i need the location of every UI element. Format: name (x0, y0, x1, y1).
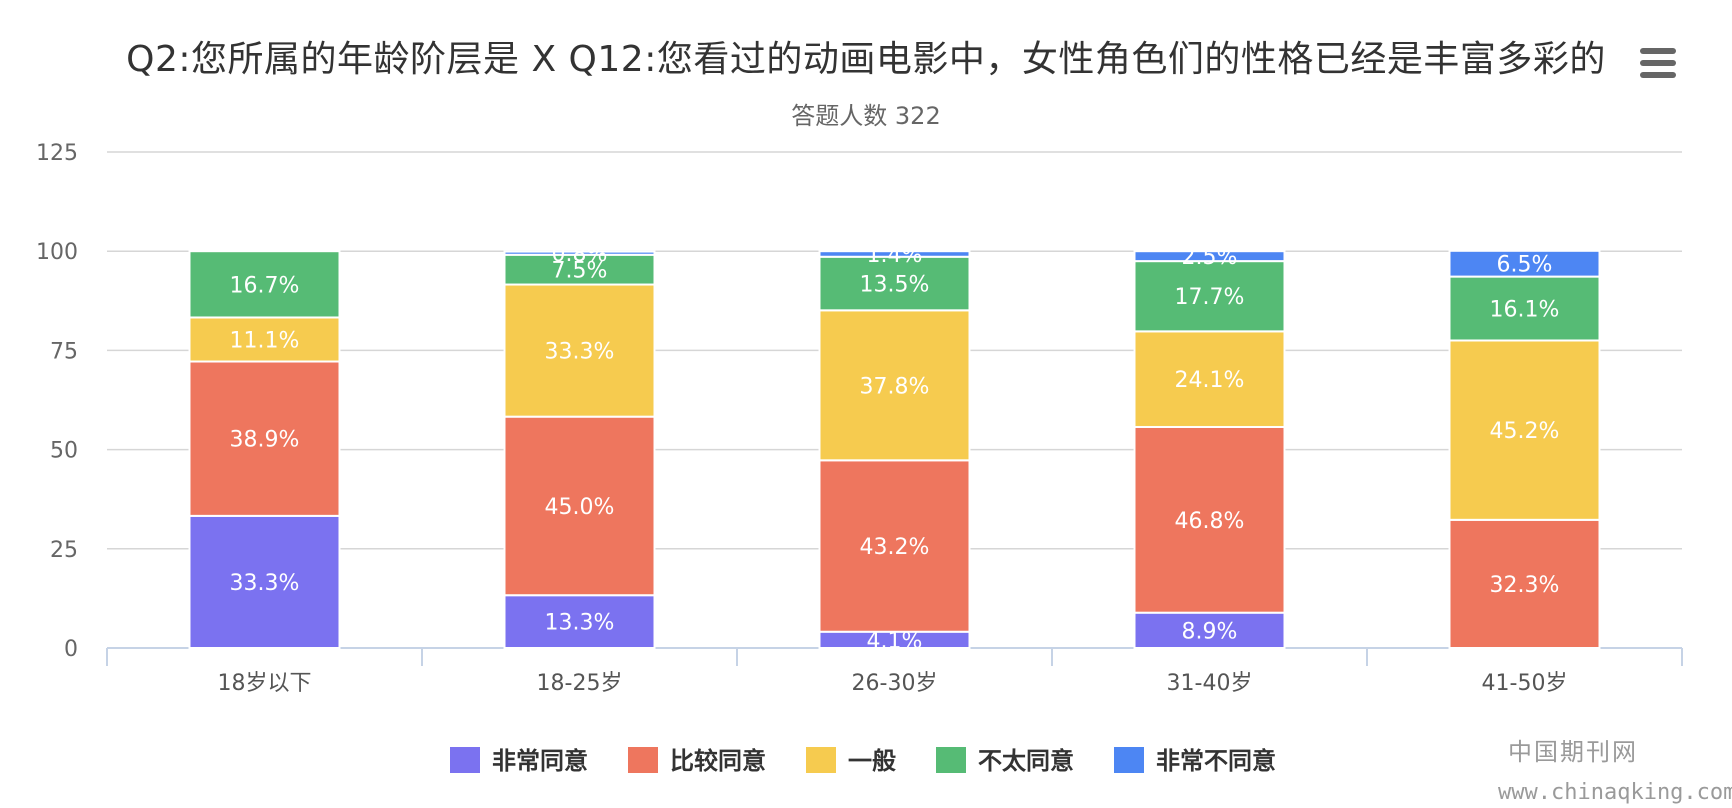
legend-label[interactable]: 不太同意 (978, 747, 1074, 775)
bar-segment[interactable] (188, 250, 341, 319)
data-label: 13.5% (860, 273, 930, 298)
data-label: 45.0% (545, 495, 615, 520)
data-label: 33.3% (230, 571, 300, 596)
bar-segment[interactable] (188, 316, 341, 363)
bar-segment[interactable] (503, 594, 656, 649)
bar-segment[interactable] (503, 253, 656, 286)
y-tick-label: 100 (36, 240, 78, 265)
data-label: 16.7% (230, 273, 300, 298)
legend-label[interactable]: 非常同意 (492, 747, 588, 775)
data-label: 16.1% (1490, 298, 1560, 323)
bar-segment[interactable] (1133, 260, 1286, 333)
data-label: 17.7% (1175, 285, 1245, 310)
bar-segment[interactable] (1448, 275, 1601, 342)
x-tick-label: 31-40岁 (1167, 671, 1253, 696)
data-label: 32.3% (1490, 573, 1560, 598)
x-tick-label: 18岁以下 (218, 671, 312, 696)
bar-segment[interactable] (1133, 250, 1286, 263)
bar-segment[interactable] (1448, 249, 1601, 278)
data-label: 38.9% (230, 428, 300, 453)
x-tick-label: 18-25岁 (537, 671, 623, 696)
x-tick-label: 41-50岁 (1482, 671, 1568, 696)
data-label: 11.1% (230, 328, 300, 353)
chart-title: Q2:您所属的年龄阶层是 X Q12:您看过的动画电影中，女性角色们的性格已经是… (126, 39, 1606, 80)
bar-segment[interactable] (1133, 425, 1286, 614)
data-label: 24.1% (1175, 368, 1245, 393)
data-label: 37.8% (860, 374, 930, 399)
legend-swatch[interactable] (628, 747, 658, 773)
data-label: 13.3% (545, 611, 615, 636)
legend-swatch[interactable] (1114, 747, 1144, 773)
data-label: 1.4% (867, 243, 923, 268)
legend-swatch[interactable] (450, 747, 480, 773)
bar-segment[interactable] (1448, 339, 1601, 521)
legend-swatch[interactable] (936, 747, 966, 773)
chart-subtitle: 答题人数 322 (791, 102, 941, 130)
bar-segment[interactable] (188, 360, 341, 517)
data-label: 4.1% (867, 629, 923, 654)
y-tick-label: 0 (64, 637, 78, 662)
watermark-url: www.chinaqking.com (1498, 780, 1732, 805)
data-label: 0.8% (552, 242, 608, 267)
legend-swatch[interactable] (806, 747, 836, 773)
bar-segment[interactable] (503, 250, 656, 256)
y-tick-label: 50 (50, 439, 78, 464)
bar-segment[interactable] (1133, 611, 1286, 650)
legend-label[interactable]: 一般 (848, 747, 896, 775)
data-label: 46.8% (1175, 509, 1245, 534)
bar-segment[interactable] (1133, 330, 1286, 428)
x-tick-label: 26-30岁 (852, 671, 938, 696)
bar-segment[interactable] (818, 250, 971, 258)
data-label: 8.9% (1182, 619, 1238, 644)
data-label: 7.5% (552, 259, 608, 284)
legend-label[interactable]: 比较同意 (670, 747, 766, 775)
y-tick-label: 75 (50, 339, 78, 364)
bar-segment[interactable] (1448, 518, 1601, 650)
bar-segment[interactable] (503, 283, 656, 418)
data-label: 43.2% (860, 535, 930, 560)
legend-label[interactable]: 非常不同意 (1156, 747, 1276, 775)
data-label: 33.3% (545, 340, 615, 365)
data-label: 6.5% (1497, 253, 1553, 278)
data-label: 2.5% (1182, 245, 1238, 270)
bar-segment[interactable] (503, 415, 656, 597)
y-tick-label: 125 (36, 141, 78, 166)
hamburger-menu-icon[interactable] (1640, 48, 1676, 78)
data-label: 45.2% (1490, 419, 1560, 444)
watermark-site-name: 中国期刊网 (1508, 738, 1638, 766)
y-tick-label: 25 (50, 538, 78, 563)
